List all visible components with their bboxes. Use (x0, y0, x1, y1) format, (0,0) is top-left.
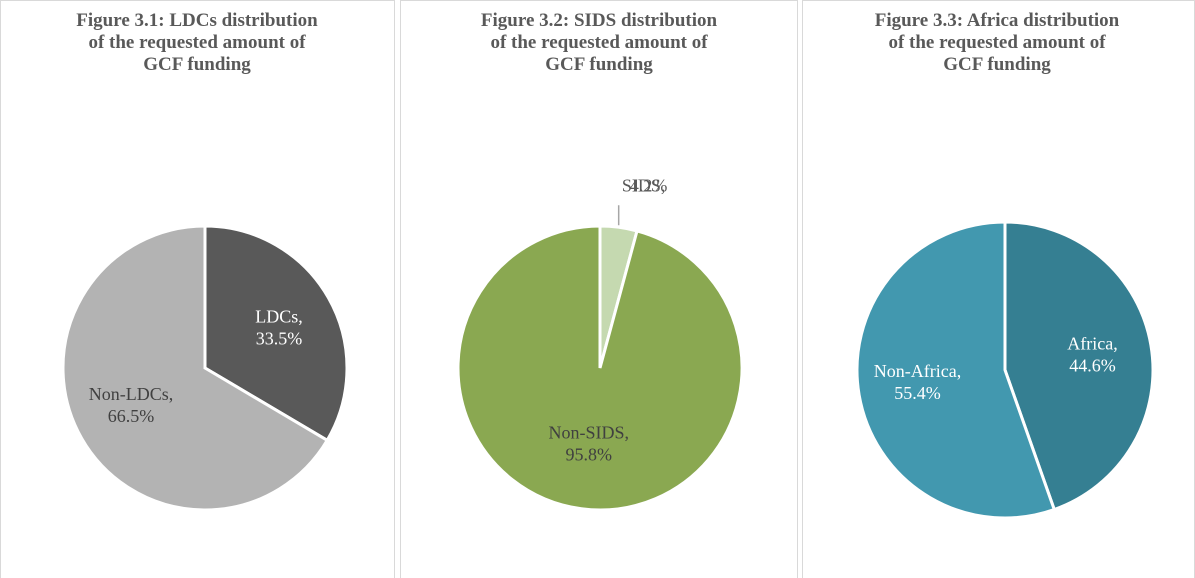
chart-title: Figure 3.3: Africa distribution of the r… (874, 10, 1120, 75)
chart-title: Figure 3.1: LDCs distribution of the req… (76, 10, 318, 75)
pie-slice (1003, 220, 1155, 512)
data-label: Non-SIDS, (549, 423, 630, 443)
panel (400, 0, 798, 578)
pie-slice (61, 224, 330, 512)
data-label: SIDS, (622, 175, 666, 195)
data-label: 66.5% (108, 406, 155, 426)
data-label: 95.8% (566, 445, 613, 465)
data-label: LDCs, (255, 306, 303, 326)
data-label: 4.2% (630, 175, 668, 195)
data-label: 44.6% (1069, 355, 1116, 375)
pie-slice (456, 224, 744, 512)
panel (0, 0, 395, 578)
data-label: 55.4% (894, 383, 941, 403)
data-label: Africa, (1067, 333, 1117, 353)
chart-title: Figure 3.2: SIDS distribution of the req… (480, 10, 718, 75)
data-label: Non-Africa, (874, 361, 961, 381)
pie-slice (203, 224, 349, 443)
data-label: 33.5% (256, 328, 303, 348)
pie-slice (855, 220, 1057, 520)
data-label: Non-LDCs, (89, 384, 174, 404)
